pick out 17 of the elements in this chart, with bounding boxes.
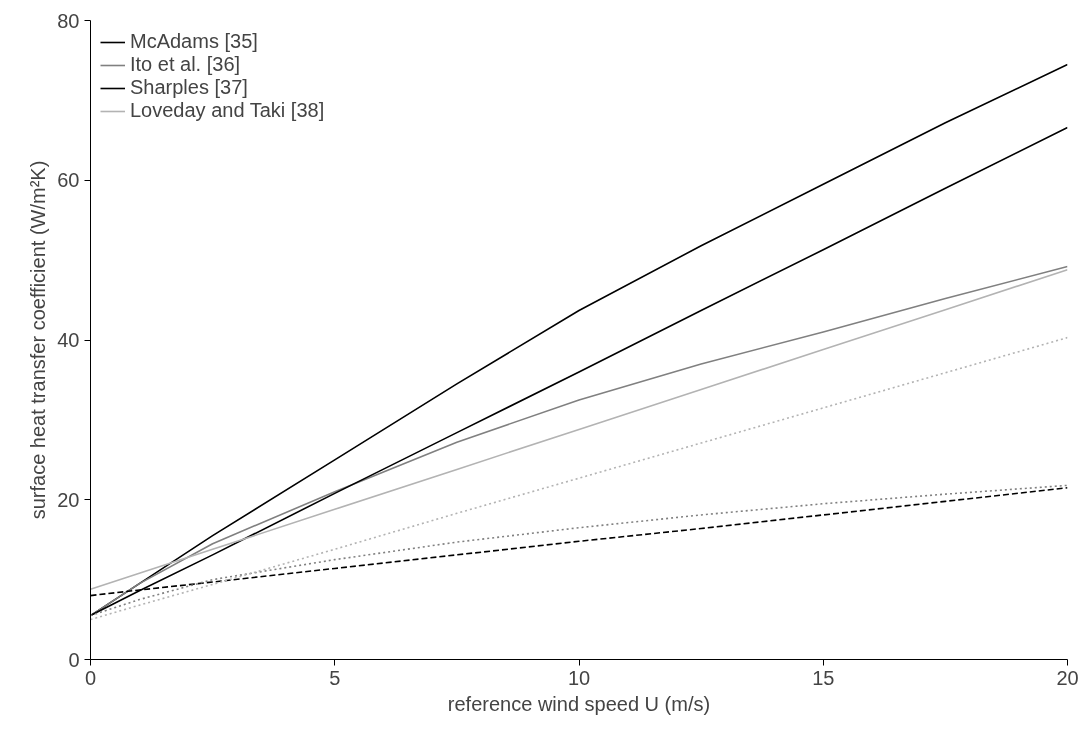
legend-label: Ito et al. [36] [130, 53, 241, 76]
line-series [90, 336, 1068, 621]
x-tick-label: 10 [567, 666, 591, 689]
y-tick-label: 40 [57, 329, 80, 351]
legend-label: McAdams [35] [130, 30, 258, 53]
legend-label: Loveday and Taki [38] [130, 99, 325, 122]
y-axis-title: surface heat transfer coefficient (W/m²K) [27, 160, 50, 520]
x-tick-label: 0 [84, 666, 97, 689]
x-tick-label: 15 [812, 666, 835, 689]
x-tick-label: 20 [1056, 666, 1079, 689]
y-tick-label: 60 [57, 169, 80, 192]
x-tick-label: 5 [329, 666, 341, 689]
y-tick-label: 80 [57, 9, 80, 32]
legend-label: Sharples [37] [130, 76, 248, 99]
x-axis-title: reference wind speed U (m/s) [447, 692, 711, 715]
y-tick-label: 20 [57, 488, 80, 511]
y-tick-label: 0 [68, 648, 80, 671]
